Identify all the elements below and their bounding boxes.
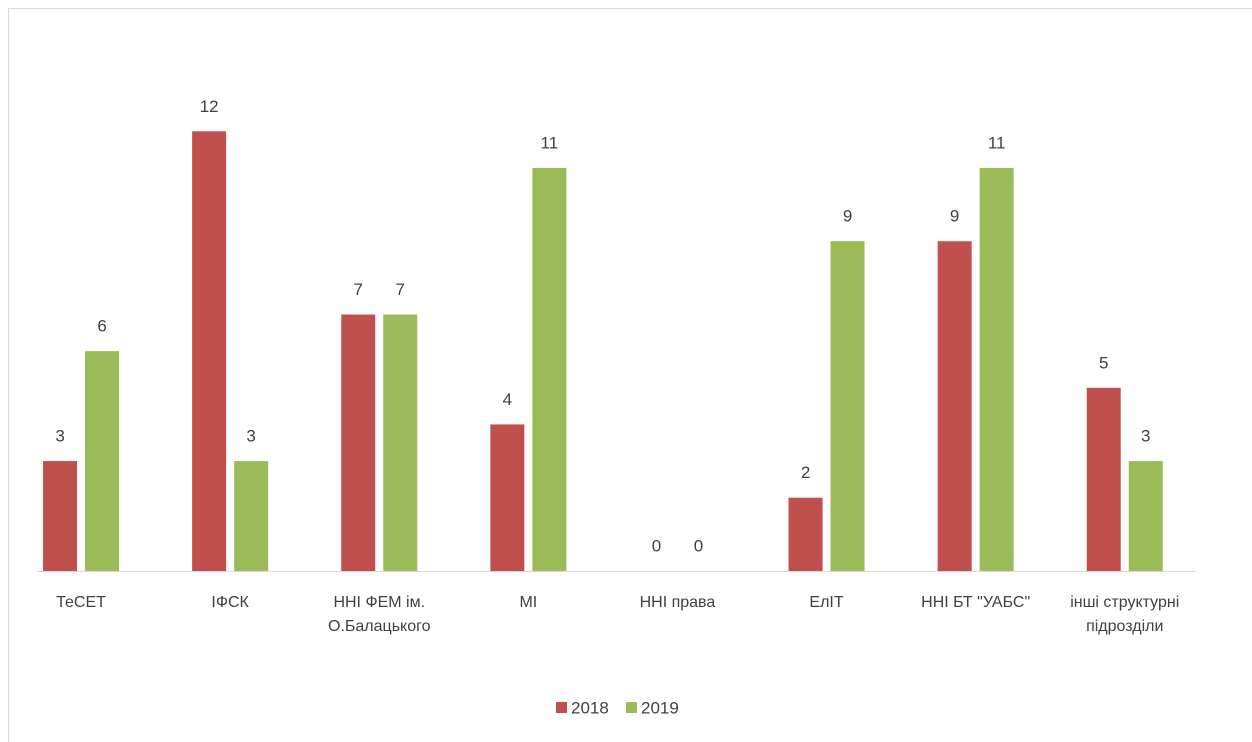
chart-border [8,8,1252,742]
legend-swatch [556,702,567,713]
bar [830,241,865,571]
bar [1086,387,1121,571]
x-tick-label: ННІ ФЕМ ім. О.Балацького [328,594,431,635]
data-label: 7 [354,280,363,299]
data-label: 5 [1099,353,1108,372]
x-tick-label: ННІ права [639,594,716,611]
data-label: 9 [843,207,852,226]
bar [1128,461,1163,571]
data-label: 12 [200,97,219,116]
bar [383,314,418,571]
data-label: 3 [55,427,64,446]
data-label: 3 [1141,427,1150,446]
bar [43,461,78,571]
data-label: 0 [694,536,703,555]
bar [234,461,269,571]
bar [341,314,376,571]
x-tick-label: ЕлІТ [809,594,844,611]
x-tick-label: МІ [519,594,538,611]
x-tick-label: ІФСК [211,594,249,611]
legend-label: 2018 [571,698,609,717]
bar [490,424,525,571]
legend-swatch [626,702,637,713]
x-tick-label: інші структурні підрозділи [1070,594,1180,635]
bar [85,351,120,571]
data-label: 0 [652,536,661,555]
bar [532,167,567,571]
data-label: 7 [396,280,405,299]
bar [788,497,823,571]
data-label: 11 [541,133,559,152]
x-tick-label: ННІ БТ "УАБС" [921,594,1031,611]
data-label: 2 [801,463,810,482]
data-label: 4 [503,390,512,409]
data-label: 3 [246,427,255,446]
data-label: 9 [950,207,959,226]
bar [192,131,227,572]
data-label: 11 [988,133,1006,152]
bar [979,167,1014,571]
legend-label: 2019 [641,698,679,717]
data-label: 6 [97,317,106,336]
bar [937,241,972,571]
x-tick-label: ТеСЕТ [56,594,106,611]
